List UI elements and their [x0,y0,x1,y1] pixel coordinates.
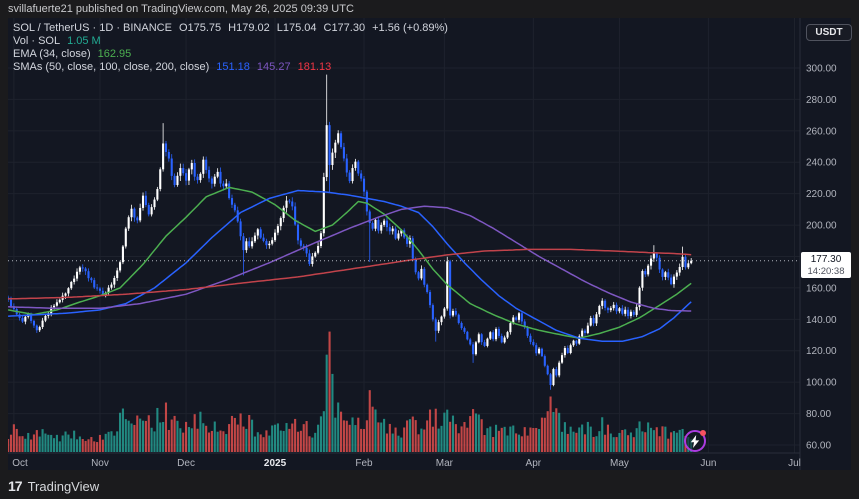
time-axis-label: Apr [526,458,542,469]
price-axis-label: 200.00 [806,221,837,232]
price-axis-label: 160.00 [806,283,837,294]
price-axis[interactable]: 300.00280.00260.00240.00220.00200.00180.… [806,64,837,452]
sma100-line [8,205,692,312]
smas-label: SMAs (50, close, 100, close, 200, close) [13,61,210,73]
ema-label: EMA (34, close) [13,48,91,60]
ema34-line [8,186,692,339]
sma200-line [8,248,692,300]
ohlc-change: +1.56 (+0.89%) [372,22,448,34]
price-axis-label: 280.00 [806,95,837,106]
time-axis[interactable]: Oct Nov Dec 2025 Feb Mar Apr May Jun Jul [12,458,801,469]
tradingview-brand-text[interactable]: TradingView [27,478,100,494]
time-axis-label: Oct [12,458,28,469]
last-price-value: 177.30 [810,254,842,265]
time-axis-label: Mar [436,458,454,469]
bar-countdown: 14:20:38 [807,266,845,277]
time-axis-label: Dec [177,458,195,469]
symbol-title[interactable]: SOL / TetherUS · 1D · BINANCE [13,22,172,34]
candles [8,74,693,390]
chart-legend: SOL / TetherUS · 1D · BINANCE O175.75 H1… [13,22,448,74]
ohlc-low: L175.04 [276,22,317,34]
publish-byline: svillafuerte21 published on TradingView.… [8,3,354,15]
sma50-value: 151.18 [216,61,250,73]
volume-label: Vol · SOL [13,35,61,47]
lightning-bolt-icon [690,434,700,448]
price-axis-label: 80.00 [806,409,831,420]
tradingview-attribution[interactable]: 17 TradingView [8,476,99,496]
sma200-value: 181.13 [297,61,332,73]
price-axis-label: 300.00 [806,64,837,75]
volume-value: 1.05 M [67,35,101,47]
sma100-value: 145.27 [256,61,291,73]
ma-lines [8,186,692,343]
time-axis-label: Nov [91,458,109,469]
price-axis-label: 60.00 [806,440,831,451]
ohlc-close: C177.30 [323,22,366,34]
chart-widget[interactable]: 300.00280.00260.00240.00220.00200.00180.… [8,18,852,470]
time-axis-label: May [610,458,629,469]
ema-value: 162.95 [97,48,132,60]
chart-canvas[interactable]: 300.00280.00260.00240.00220.00200.00180.… [8,18,851,470]
smas-row[interactable]: SMAs (50, close, 100, close, 200, close)… [13,61,448,74]
time-axis-label: 2025 [264,458,287,469]
price-axis-label: 260.00 [806,126,837,137]
ohlc-open: O175.75 [178,22,222,34]
volume-bars [8,331,693,452]
time-axis-label: Jul [788,458,801,469]
symbol-row[interactable]: SOL / TetherUS · 1D · BINANCE O175.75 H1… [13,22,448,35]
price-axis-label: 220.00 [806,189,837,200]
sma50-line [8,189,692,343]
time-axis-label: Jun [700,458,716,469]
last-price-label[interactable]: 177.30 14:20:38 [801,252,851,278]
volume-row[interactable]: Vol · SOL 1.05 M [13,35,448,48]
price-axis-label: 120.00 [806,346,837,357]
ema-row[interactable]: EMA (34, close) 162.95 [13,48,448,61]
ohlc-high: H179.02 [228,22,270,34]
tradingview-logo-icon[interactable]: 17 [8,478,23,494]
currency-toggle-button[interactable]: USDT [806,24,852,41]
flash-boost-icon[interactable] [684,430,706,452]
time-axis-label: Feb [355,458,373,469]
price-axis-label: 240.00 [806,158,837,169]
price-axis-label: 100.00 [806,378,837,389]
price-axis-label: 140.00 [806,315,837,326]
